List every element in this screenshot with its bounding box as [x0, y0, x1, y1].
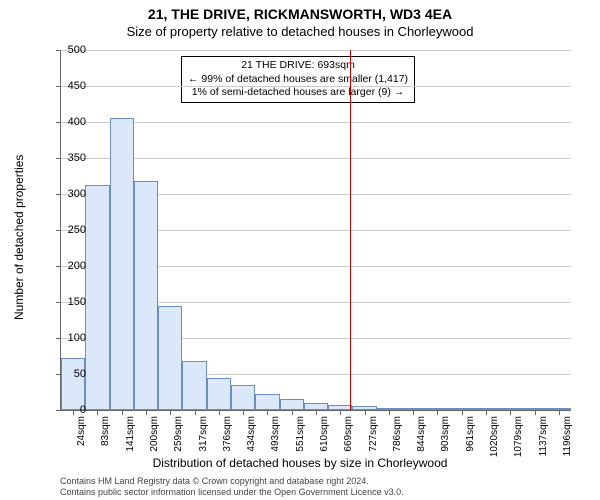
- xtick-label: 259sqm: [173, 416, 184, 452]
- xtick-label: 24sqm: [76, 416, 87, 446]
- ytick-label: 150: [46, 296, 86, 308]
- ytick-label: 500: [46, 44, 86, 56]
- xtick-mark: [267, 410, 268, 415]
- plot-area: 21 THE DRIVE: 693sqm ← 99% of detached h…: [60, 50, 571, 411]
- histogram-bar: [134, 181, 158, 410]
- histogram-bar: [231, 385, 255, 410]
- xtick-mark: [170, 410, 171, 415]
- marker-line: [350, 50, 351, 410]
- xtick-mark: [195, 410, 196, 415]
- xtick-mark: [340, 410, 341, 415]
- xtick-label: 1079sqm: [513, 416, 524, 457]
- xtick-mark: [97, 410, 98, 415]
- ytick-label: 0: [46, 404, 86, 416]
- callout-box: 21 THE DRIVE: 693sqm ← 99% of detached h…: [181, 56, 415, 103]
- xtick-mark: [437, 410, 438, 415]
- xtick-mark: [510, 410, 511, 415]
- ytick-label: 400: [46, 116, 86, 128]
- credits: Contains HM Land Registry data © Crown c…: [60, 476, 590, 498]
- histogram-bar: [207, 378, 231, 410]
- xtick-label: 434sqm: [246, 416, 257, 452]
- credit-line2: Contains public sector information licen…: [60, 487, 590, 498]
- ytick-label: 100: [46, 332, 86, 344]
- xtick-mark: [292, 410, 293, 415]
- ytick-label: 350: [46, 152, 86, 164]
- grid-line: [61, 158, 571, 159]
- xtick-mark: [243, 410, 244, 415]
- xtick-label: 903sqm: [440, 416, 451, 452]
- histogram-bar: [158, 306, 182, 410]
- histogram-bar: [280, 399, 304, 410]
- grid-line: [61, 122, 571, 123]
- histogram-bar: [304, 403, 328, 410]
- xtick-label: 669sqm: [343, 416, 354, 452]
- histogram-bar: [255, 394, 279, 410]
- xtick-label: 786sqm: [392, 416, 403, 452]
- histogram-bar: [85, 185, 109, 410]
- xtick-mark: [462, 410, 463, 415]
- histogram-bar: [182, 361, 206, 410]
- ytick-label: 200: [46, 260, 86, 272]
- chart-subtitle: Size of property relative to detached ho…: [0, 24, 600, 39]
- x-axis-label: Distribution of detached houses by size …: [0, 456, 600, 470]
- xtick-mark: [413, 410, 414, 415]
- y-axis-label: Number of detached properties: [12, 155, 26, 320]
- ytick-label: 50: [46, 368, 86, 380]
- xtick-mark: [146, 410, 147, 415]
- xtick-mark: [389, 410, 390, 415]
- xtick-label: 551sqm: [295, 416, 306, 452]
- xtick-mark: [535, 410, 536, 415]
- histogram-bar: [61, 358, 85, 410]
- xtick-label: 83sqm: [100, 416, 111, 446]
- xtick-label: 727sqm: [368, 416, 379, 452]
- callout-line3: 1% of semi-detached houses are larger (9…: [188, 86, 408, 100]
- xtick-label: 844sqm: [416, 416, 427, 452]
- xtick-label: 1137sqm: [538, 416, 549, 456]
- ytick-label: 250: [46, 224, 86, 236]
- callout-line1: 21 THE DRIVE: 693sqm: [188, 59, 408, 73]
- xtick-mark: [365, 410, 366, 415]
- xtick-label: 961sqm: [465, 416, 476, 452]
- xtick-mark: [122, 410, 123, 415]
- callout-line2: ← 99% of detached houses are smaller (1,…: [188, 73, 408, 87]
- xtick-label: 200sqm: [149, 416, 160, 452]
- xtick-label: 493sqm: [270, 416, 281, 452]
- chart-title: 21, THE DRIVE, RICKMANSWORTH, WD3 4EA: [0, 6, 600, 22]
- xtick-label: 317sqm: [198, 416, 209, 452]
- xtick-label: 610sqm: [319, 416, 330, 452]
- xtick-label: 1196sqm: [562, 416, 573, 456]
- credit-line1: Contains HM Land Registry data © Crown c…: [60, 476, 590, 487]
- xtick-mark: [316, 410, 317, 415]
- ytick-label: 450: [46, 80, 86, 92]
- xtick-mark: [486, 410, 487, 415]
- grid-line: [61, 86, 571, 87]
- xtick-label: 376sqm: [222, 416, 233, 452]
- xtick-mark: [219, 410, 220, 415]
- xtick-label: 1020sqm: [489, 416, 500, 457]
- grid-line: [61, 50, 571, 51]
- ytick-label: 300: [46, 188, 86, 200]
- histogram-bar: [110, 118, 134, 410]
- xtick-label: 141sqm: [125, 416, 136, 452]
- xtick-mark: [559, 410, 560, 415]
